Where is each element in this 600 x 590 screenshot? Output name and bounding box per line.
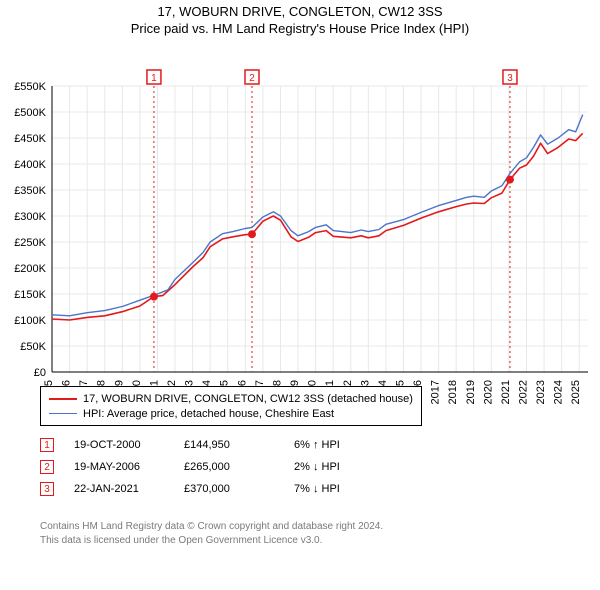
xtick-label: 2023 xyxy=(535,380,547,404)
footer-attribution: Contains HM Land Registry data © Crown c… xyxy=(40,520,383,547)
legend-label: 17, WOBURN DRIVE, CONGLETON, CW12 3SS (d… xyxy=(83,393,413,405)
marker-dot xyxy=(150,293,158,301)
event-date: 19-MAY-2006 xyxy=(74,461,184,473)
marker-number: 2 xyxy=(249,73,255,84)
legend-row: HPI: Average price, detached house, Ches… xyxy=(49,406,413,421)
event-delta: 6% ↑ HPI xyxy=(294,439,340,451)
xtick-label: 2024 xyxy=(553,380,565,404)
ytick-label: £500K xyxy=(14,107,46,119)
plot-bg xyxy=(52,86,588,372)
legend: 17, WOBURN DRIVE, CONGLETON, CW12 3SS (d… xyxy=(40,386,422,426)
xtick-label: 2019 xyxy=(465,380,477,404)
event-row: 3 22-JAN-2021£370,0007% ↓ HPI xyxy=(40,478,340,500)
ytick-label: £150K xyxy=(14,289,46,301)
ytick-label: £250K xyxy=(14,237,46,249)
chart-svg: £0 £50K £100K £150K £200K £250K £300K £350K £400… xyxy=(0,40,600,424)
event-date: 19-OCT-2000 xyxy=(74,439,184,451)
marker-number: 3 xyxy=(507,73,513,84)
event-marker-box: 3 xyxy=(40,482,54,496)
marker-number: 1 xyxy=(151,73,157,84)
xtick-label: 2018 xyxy=(447,380,459,404)
legend-swatch xyxy=(49,398,77,400)
xtick-label: 2022 xyxy=(517,380,529,404)
marker-dot xyxy=(506,176,514,184)
event-delta: 2% ↓ HPI xyxy=(294,461,340,473)
ytick-label: £0 xyxy=(34,367,46,379)
ytick-label: £300K xyxy=(14,211,46,223)
ytick-label: £100K xyxy=(14,315,46,327)
ytick-label: £450K xyxy=(14,133,46,145)
legend-row: 17, WOBURN DRIVE, CONGLETON, CW12 3SS (d… xyxy=(49,391,413,406)
page: 17, WOBURN DRIVE, CONGLETON, CW12 3SS Pr… xyxy=(0,0,600,590)
event-marker-box: 1 xyxy=(40,438,54,452)
chart-title-subtitle: Price paid vs. HM Land Registry's House … xyxy=(0,19,600,40)
ytick-label: £200K xyxy=(14,263,46,275)
xtick-label: 2017 xyxy=(430,380,442,404)
event-table: 1 19-OCT-2000£144,9506% ↑ HPI 2 19-MAY-2006… xyxy=(40,434,340,500)
chart-title-address: 17, WOBURN DRIVE, CONGLETON, CW12 3SS xyxy=(0,0,600,19)
event-marker-box: 2 xyxy=(40,460,54,474)
event-price: £370,000 xyxy=(184,483,294,495)
legend-label: HPI: Average price, detached house, Ches… xyxy=(83,408,334,420)
marker-dot xyxy=(248,230,256,238)
event-price: £144,950 xyxy=(184,439,294,451)
event-delta: 7% ↓ HPI xyxy=(294,483,340,495)
footer-line2: This data is licensed under the Open Gov… xyxy=(40,534,383,548)
chart-area: £0 £50K £100K £150K £200K £250K £300K £350K £400… xyxy=(0,40,600,424)
event-row: 2 19-MAY-2006£265,0002% ↓ HPI xyxy=(40,456,340,478)
ytick-label: £50K xyxy=(20,341,46,353)
xtick-label: 2021 xyxy=(500,380,512,404)
event-row: 1 19-OCT-2000£144,9506% ↑ HPI xyxy=(40,434,340,456)
xtick-label: 2020 xyxy=(482,380,494,404)
event-price: £265,000 xyxy=(184,461,294,473)
xtick-label: 2025 xyxy=(570,380,582,404)
ytick-label: £350K xyxy=(14,185,46,197)
ytick-label: £550K xyxy=(14,81,46,93)
event-date: 22-JAN-2021 xyxy=(74,483,184,495)
legend-swatch xyxy=(49,413,77,414)
footer-line1: Contains HM Land Registry data © Crown c… xyxy=(40,520,383,534)
ytick-label: £400K xyxy=(14,159,46,171)
